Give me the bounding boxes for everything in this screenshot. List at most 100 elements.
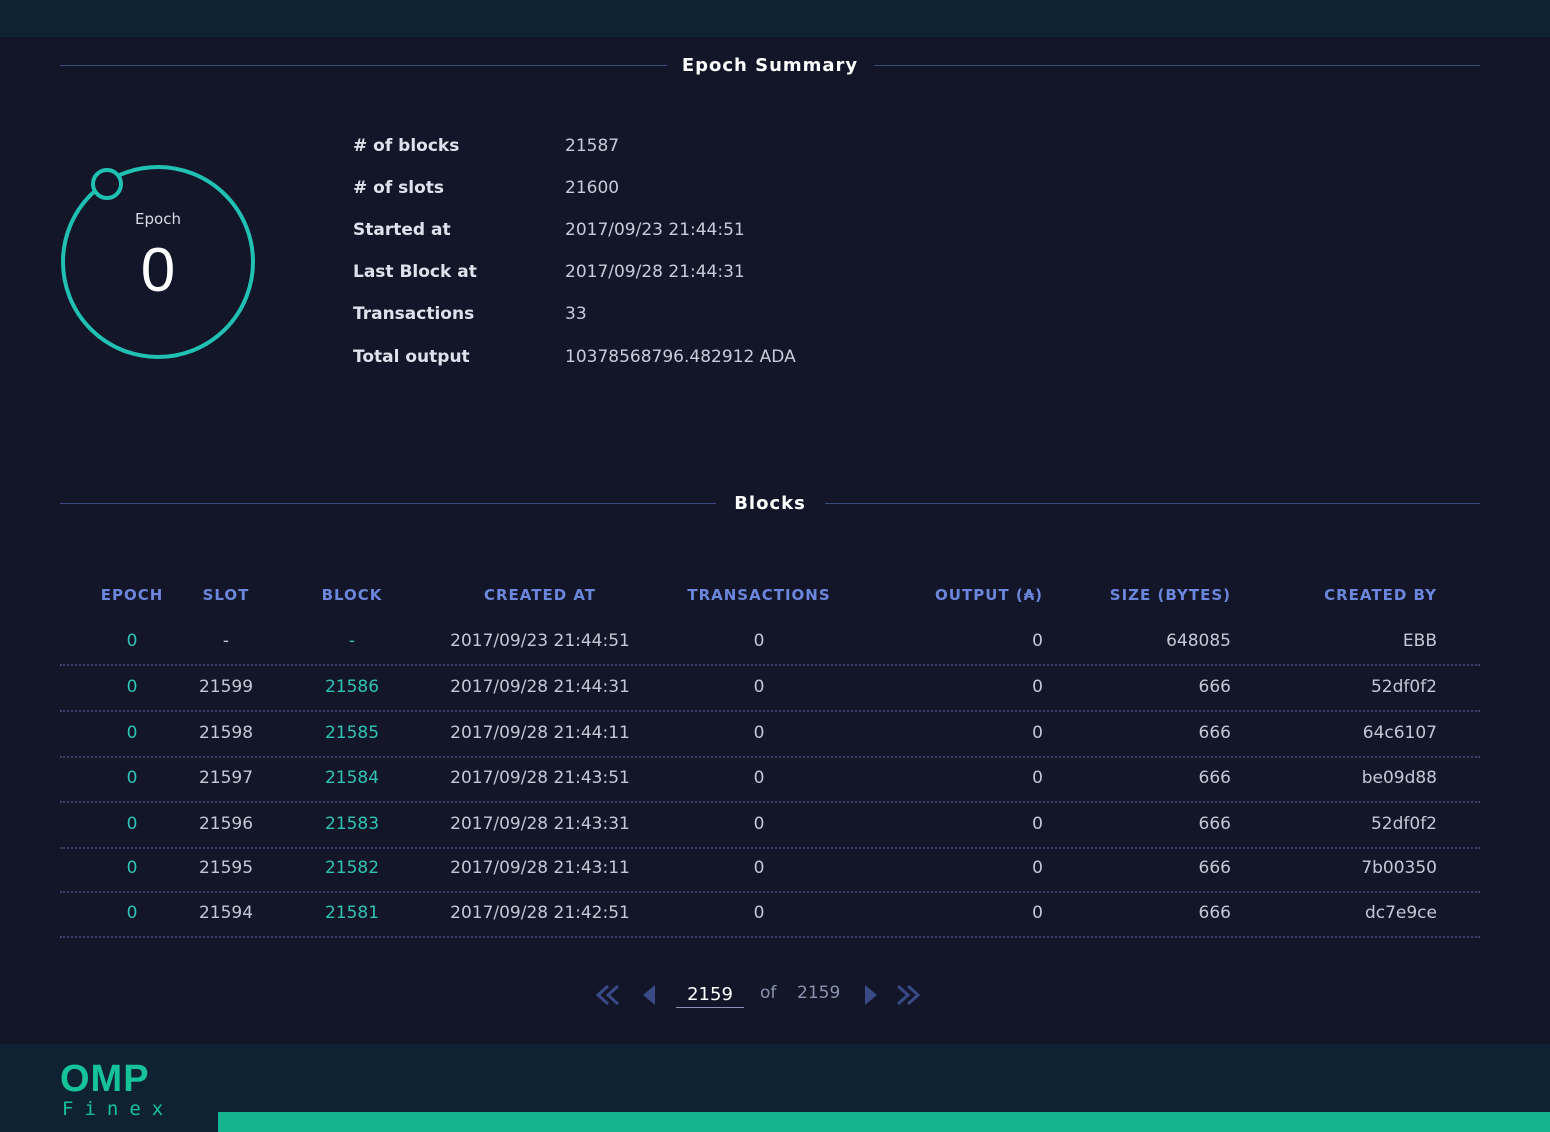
cell-epoch[interactable]: 0 — [126, 768, 138, 788]
cell-size: 666 — [1198, 858, 1231, 878]
cell-created-at: 2017/09/28 21:43:31 — [450, 814, 630, 834]
col-size[interactable]: SIZE (BYTES) — [1109, 586, 1231, 604]
row-divider — [60, 801, 1480, 803]
prev-page-button[interactable] — [634, 981, 664, 1009]
col-transactions[interactable]: TRANSACTIONS — [687, 586, 831, 604]
cell-created-at: 2017/09/28 21:43:11 — [450, 858, 630, 878]
cell-epoch[interactable]: 0 — [126, 903, 138, 923]
cell-transactions: 0 — [753, 631, 765, 651]
double-chevron-left-icon — [595, 984, 620, 1006]
main-content: Epoch Summary Epoch 0 # of blocks 21587 … — [0, 37, 1550, 1044]
pagination: of 2159 — [0, 981, 1550, 1021]
last-page-button[interactable] — [894, 981, 924, 1009]
cell-output: 0 — [1032, 677, 1043, 697]
row-divider — [60, 936, 1480, 938]
cell-size: 666 — [1198, 903, 1231, 923]
epoch-summary-title: Epoch Summary — [681, 55, 859, 76]
cell-size: 666 — [1198, 723, 1231, 743]
col-block[interactable]: BLOCK — [321, 586, 383, 604]
footer-accent-bar — [218, 1112, 1550, 1132]
cell-epoch[interactable]: 0 — [126, 814, 138, 834]
cell-epoch[interactable]: 0 — [126, 858, 138, 878]
cell-slot: 21596 — [198, 814, 254, 834]
col-slot[interactable]: SLOT — [202, 586, 250, 604]
cell-slot: 21597 — [198, 768, 254, 788]
epoch-summary-header: Epoch Summary — [60, 55, 1480, 76]
table-row: 0 21594 21581 2017/09/28 21:42:51 0 0 66… — [0, 903, 1550, 948]
cell-created-at: 2017/09/28 21:43:51 — [450, 768, 630, 788]
cell-output: 0 — [1032, 858, 1043, 878]
row-divider — [60, 756, 1480, 758]
cell-block[interactable]: 21583 — [324, 814, 380, 834]
divider-left — [60, 503, 716, 504]
logo-text: OMP — [60, 1058, 150, 1100]
cell-created-by: dc7e9ce — [1364, 903, 1437, 923]
cell-size: 666 — [1198, 814, 1231, 834]
stat-value: 21600 — [565, 178, 620, 198]
cell-transactions: 0 — [753, 814, 765, 834]
cell-block[interactable]: 21584 — [324, 768, 380, 788]
cell-block[interactable]: - — [348, 631, 356, 651]
divider-right — [874, 65, 1480, 66]
table-row: 0 21595 21582 2017/09/28 21:43:11 0 0 66… — [0, 858, 1550, 903]
col-epoch[interactable]: EPOCH — [100, 586, 164, 604]
cell-created-by: 7b00350 — [1361, 858, 1437, 878]
cell-size: 666 — [1198, 768, 1231, 788]
cell-created-at: 2017/09/28 21:44:11 — [450, 723, 630, 743]
row-divider — [60, 664, 1480, 666]
cell-output: 0 — [1032, 631, 1043, 651]
cell-block[interactable]: 21581 — [324, 903, 380, 923]
cell-epoch[interactable]: 0 — [126, 723, 138, 743]
cell-output: 0 — [1032, 723, 1043, 743]
top-bar — [0, 0, 1550, 37]
cell-created-by: EBB — [1402, 631, 1437, 651]
cell-output: 0 — [1032, 814, 1043, 834]
cell-epoch[interactable]: 0 — [126, 677, 138, 697]
pagination-of-label: of — [760, 983, 777, 1003]
cell-output: 0 — [1032, 768, 1043, 788]
cell-transactions: 0 — [753, 677, 765, 697]
cell-created-at: 2017/09/28 21:44:31 — [450, 677, 630, 697]
cell-output: 0 — [1032, 903, 1043, 923]
cell-created-by: 52df0f2 — [1370, 814, 1437, 834]
next-page-button[interactable] — [856, 981, 886, 1009]
epoch-ring-icon — [61, 165, 255, 359]
cell-created-at: 2017/09/28 21:42:51 — [450, 903, 630, 923]
double-chevron-right-icon — [896, 984, 921, 1006]
cell-size: 666 — [1198, 677, 1231, 697]
cell-created-by: 64c6107 — [1362, 723, 1437, 743]
cell-slot: 21599 — [198, 677, 254, 697]
stat-value: 33 — [565, 304, 587, 324]
stat-key: Transactions — [353, 304, 475, 324]
divider-left — [60, 65, 667, 66]
cell-slot: 21595 — [198, 858, 254, 878]
stat-value: 10378568796.482912 ADA — [565, 347, 796, 367]
triangle-right-icon — [865, 985, 877, 1005]
cell-block[interactable]: 21582 — [324, 858, 380, 878]
cell-epoch[interactable]: 0 — [126, 631, 138, 651]
triangle-left-icon — [643, 985, 655, 1005]
cell-slot: 21598 — [198, 723, 254, 743]
row-divider — [60, 847, 1480, 849]
stat-key: Started at — [353, 220, 451, 240]
epoch-number: 0 — [140, 236, 176, 305]
table-row: 0 21598 21585 2017/09/28 21:44:11 0 0 66… — [0, 723, 1550, 768]
col-created-by[interactable]: CREATED BY — [1324, 586, 1437, 604]
page-number-input[interactable] — [676, 981, 744, 1008]
cell-transactions: 0 — [753, 858, 765, 878]
cell-created-at: 2017/09/23 21:44:51 — [450, 631, 630, 651]
first-page-button[interactable] — [592, 981, 622, 1009]
table-row: 0 - - 2017/09/23 21:44:51 0 0 648085 EBB — [0, 631, 1550, 676]
cell-transactions: 0 — [753, 903, 765, 923]
cell-block[interactable]: 21585 — [324, 723, 380, 743]
blocks-table-header: EPOCH SLOT BLOCK CREATED AT TRANSACTIONS… — [0, 586, 1550, 608]
col-created-at[interactable]: CREATED AT — [483, 586, 597, 604]
table-row: 0 21596 21583 2017/09/28 21:43:31 0 0 66… — [0, 814, 1550, 859]
logo-subtext: Finex — [62, 1098, 175, 1120]
table-row: 0 21597 21584 2017/09/28 21:43:51 0 0 66… — [0, 768, 1550, 813]
cell-transactions: 0 — [753, 723, 765, 743]
col-output[interactable]: OUTPUT (₳) — [935, 586, 1043, 604]
cell-created-by: be09d88 — [1361, 768, 1437, 788]
row-divider — [60, 891, 1480, 893]
cell-block[interactable]: 21586 — [324, 677, 380, 697]
